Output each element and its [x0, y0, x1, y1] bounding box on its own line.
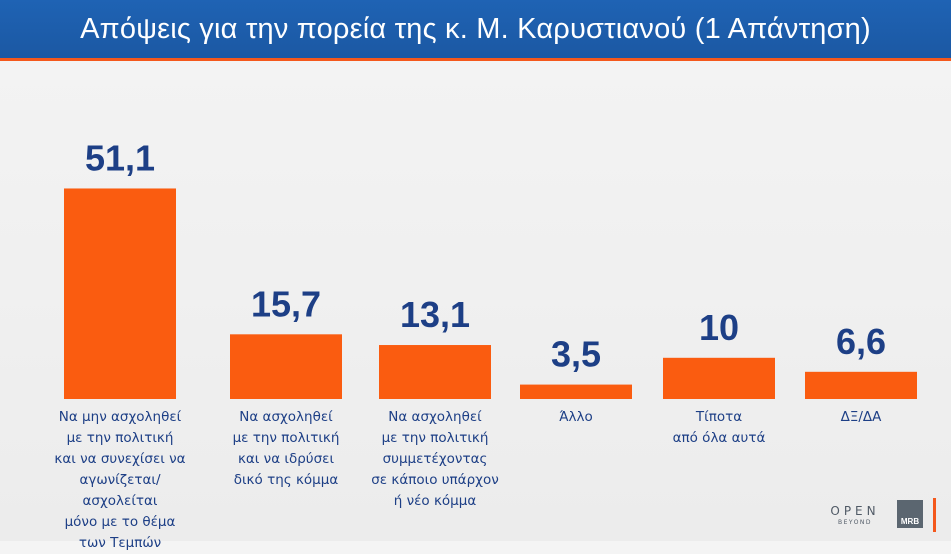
open-logo: OPEN BEYOND — [820, 504, 890, 526]
category-label-line: Να μην ασχοληθεί — [58, 409, 182, 425]
value-label-6: 6,6 — [836, 321, 886, 362]
category-label-line: από όλα αυτά — [672, 430, 766, 446]
open-logo-subtext: BEYOND — [837, 519, 873, 526]
category-label-line: και να συνεχίσει να — [54, 451, 186, 467]
logo-accent-bar — [933, 498, 936, 532]
bar-2 — [230, 334, 342, 399]
category-label-line: σε κάποιο υπάρχον — [371, 472, 499, 488]
bar-3 — [379, 345, 491, 399]
category-label-line: με την πολιτική — [381, 430, 489, 446]
open-logo-text: OPEN — [830, 504, 880, 518]
category-label-5: Τίποτα από όλα αυτά — [644, 407, 794, 449]
category-label-line: ή νέο κόμμα — [393, 493, 477, 509]
value-label-2: 15,7 — [251, 283, 321, 324]
value-label-4: 3,5 — [551, 334, 601, 375]
category-label-line: αγωνίζεται/ασχολείται — [79, 472, 161, 509]
category-label-line: μόνο με το θέμα — [64, 514, 176, 530]
category-label-line: και να ιδρύσει — [237, 451, 335, 467]
category-label-line: των Τεμπών — [78, 535, 162, 551]
bar-6 — [805, 371, 917, 399]
category-label-line: Να ασχοληθεί — [239, 409, 333, 425]
value-label-5: 10 — [699, 307, 739, 348]
category-label-3: Να ασχοληθεί με την πολιτική συμμετέχοντας… — [360, 407, 510, 512]
bar-5 — [663, 357, 775, 399]
bar-4 — [520, 384, 632, 399]
category-label-1: Να μην ασχοληθεί με την πολιτική και να συ… — [45, 407, 195, 554]
category-label-line: Να ασχοληθεί — [388, 409, 482, 425]
mrb-logo-text: MRB — [900, 517, 920, 526]
category-label-4: Άλλο — [501, 407, 651, 428]
bar-chart: 51,1 15,7 13,1 3,5 10 6,6 — [64, 137, 917, 399]
category-label-line: δικό της κόμμα — [233, 472, 339, 488]
bar-1 — [64, 188, 176, 399]
header-accent-line — [0, 58, 951, 61]
category-label-line: Άλλο — [559, 409, 593, 425]
value-label-3: 13,1 — [400, 294, 470, 335]
category-label-2: Να ασχοληθεί με την πολιτική και να ιδρύσε… — [211, 407, 361, 491]
category-label-line: συμμετέχοντας — [382, 451, 488, 467]
category-label-line: ΔΞ/ΔΑ — [840, 409, 882, 425]
category-label-line: Τίποτα — [695, 409, 743, 425]
category-label-line: με την πολιτική — [66, 430, 174, 446]
chart-title: Απόψεις για την πορεία της κ. Μ. Καρυστι… — [80, 12, 871, 45]
chart-header: Απόψεις για την πορεία της κ. Μ. Καρυστι… — [0, 0, 951, 58]
value-label-1: 51,1 — [85, 137, 155, 178]
category-label-line: με την πολιτική — [232, 430, 340, 446]
category-label-6: ΔΞ/ΔΑ — [786, 407, 936, 428]
mrb-logo: MRB — [897, 500, 923, 528]
